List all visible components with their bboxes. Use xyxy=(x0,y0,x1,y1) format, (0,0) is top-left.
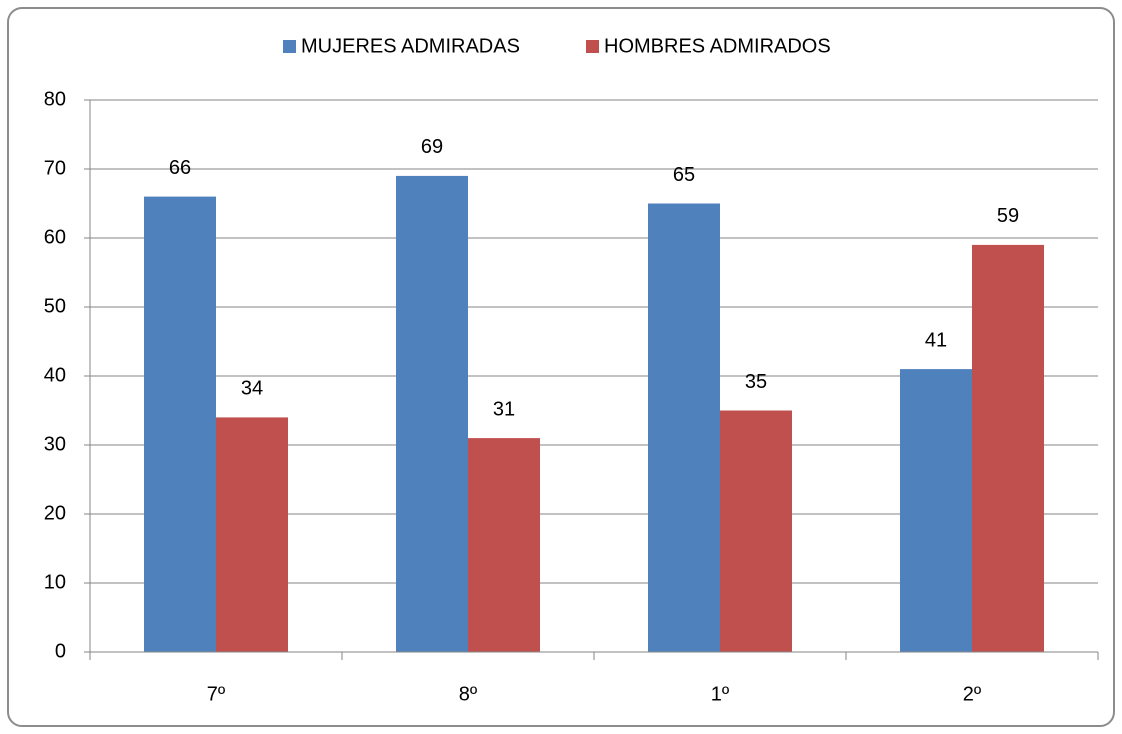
y-tick-label: 10 xyxy=(44,571,66,593)
bar xyxy=(144,196,216,652)
x-tick-label: 8º xyxy=(459,683,478,705)
data-label: 66 xyxy=(169,157,191,179)
legend-swatch xyxy=(283,40,296,53)
y-tick-label: 30 xyxy=(44,433,66,455)
y-tick-label: 70 xyxy=(44,157,66,179)
x-tick-label: 2º xyxy=(963,683,982,705)
bar xyxy=(900,369,972,652)
data-label: 59 xyxy=(997,205,1019,227)
y-tick-label: 40 xyxy=(44,364,66,386)
bar xyxy=(648,203,720,652)
data-label: 69 xyxy=(421,136,443,158)
legend-label: MUJERES ADMIRADAS xyxy=(301,35,520,57)
bar xyxy=(396,175,468,652)
data-label: 41 xyxy=(925,329,947,351)
y-tick-label: 50 xyxy=(44,295,66,317)
data-label: 65 xyxy=(673,164,695,186)
data-label: 31 xyxy=(493,398,515,420)
legend-swatch xyxy=(586,40,599,53)
y-tick-label: 20 xyxy=(44,502,66,524)
data-label: 35 xyxy=(745,371,767,393)
bar xyxy=(720,410,792,652)
bar xyxy=(972,244,1044,652)
x-tick-label: 1º xyxy=(711,683,730,705)
y-tick-label: 60 xyxy=(44,226,66,248)
x-tick-label: 7º xyxy=(207,683,226,705)
bar xyxy=(468,438,540,652)
data-label: 34 xyxy=(241,378,263,400)
legend-label: HOMBRES ADMIRADOS xyxy=(604,35,831,57)
y-tick-label: 80 xyxy=(44,88,66,110)
bar xyxy=(216,417,288,652)
y-tick-label: 0 xyxy=(55,640,66,662)
